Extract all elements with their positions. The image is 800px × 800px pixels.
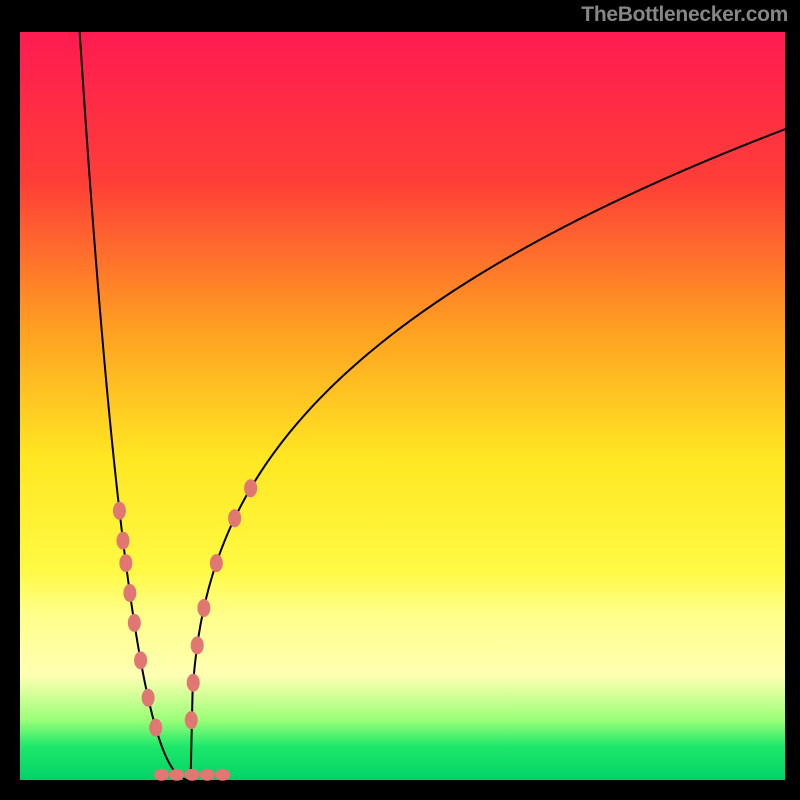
data-point <box>142 689 155 707</box>
data-point <box>210 554 223 572</box>
data-point <box>200 769 215 781</box>
data-point <box>119 554 132 572</box>
data-point <box>128 614 141 632</box>
data-point <box>185 769 200 781</box>
data-point <box>197 599 210 617</box>
data-point <box>244 479 257 497</box>
data-point <box>154 769 169 781</box>
data-point <box>187 674 200 692</box>
data-point <box>185 711 198 729</box>
data-point <box>123 584 136 602</box>
chart-root: TheBottlenecker.com <box>0 0 800 800</box>
data-point <box>113 502 126 520</box>
data-point <box>215 769 230 781</box>
data-point <box>169 769 184 781</box>
data-point <box>149 719 162 737</box>
data-point <box>228 509 241 527</box>
plot-background <box>20 32 785 780</box>
data-point <box>191 636 204 654</box>
data-point <box>134 651 147 669</box>
data-point <box>117 532 130 550</box>
watermark-text: TheBottlenecker.com <box>581 3 788 27</box>
bottleneck-curve-chart <box>0 0 800 800</box>
